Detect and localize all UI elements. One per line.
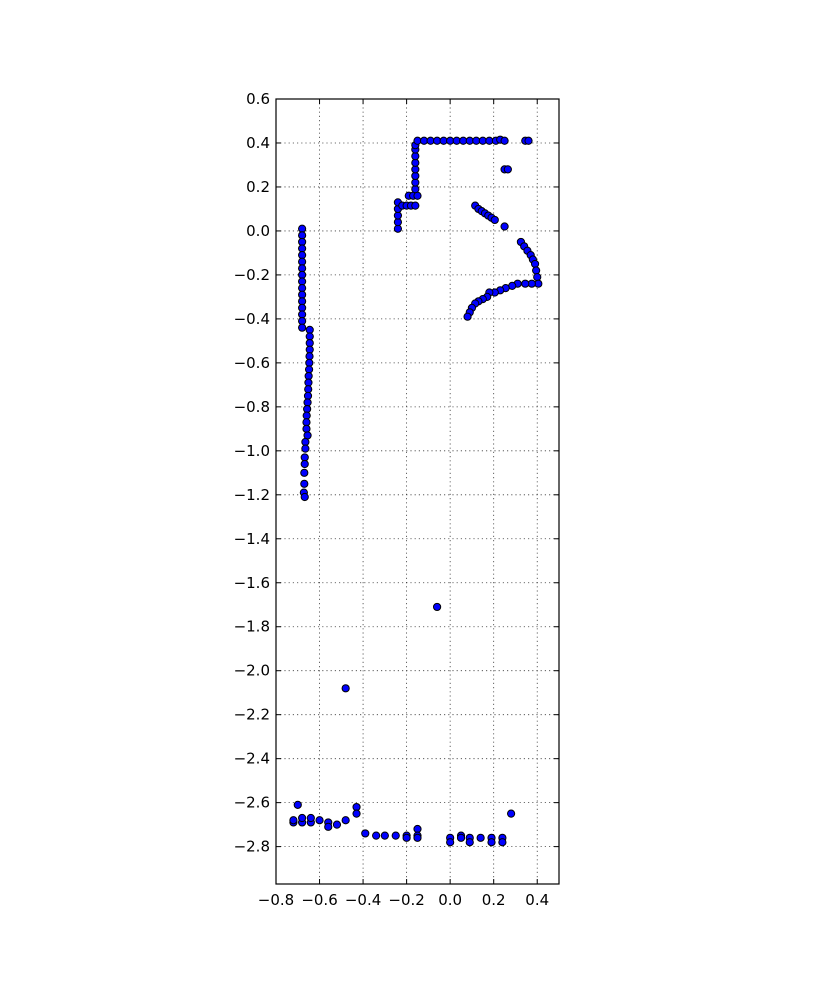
x-tick-label: −0.2 — [388, 891, 424, 909]
plot-frame — [275, 98, 560, 885]
data-point — [532, 266, 541, 275]
data-point — [289, 816, 298, 825]
data-point — [530, 259, 540, 269]
data-point — [402, 833, 411, 842]
data-point — [524, 136, 533, 145]
y-tick-label: −2.6 — [234, 794, 270, 812]
x-tick-label: −0.4 — [345, 891, 381, 909]
data-point — [293, 800, 302, 809]
data-point — [465, 838, 474, 847]
data-point — [341, 816, 350, 825]
y-tick-label: 0.2 — [246, 178, 270, 196]
data-point — [391, 831, 400, 840]
data-point — [300, 492, 309, 502]
data-point — [300, 468, 309, 477]
data-point — [352, 809, 361, 818]
data-point — [490, 215, 499, 225]
data-point — [476, 833, 485, 842]
y-axis-tick-labels: 0.6 0.4 0.2 0.0 −0.2 −0.4 −0.6 −0.8 −1.0 −1.2 −1.4… — [234, 90, 270, 856]
data-points — [289, 135, 543, 847]
data-point — [298, 813, 307, 823]
data-point — [432, 602, 442, 612]
data-point — [341, 684, 350, 693]
y-tick-label: 0.4 — [246, 134, 270, 152]
data-point — [456, 833, 466, 842]
data-point — [500, 222, 509, 231]
data-point — [413, 833, 422, 842]
data-point — [300, 459, 309, 469]
y-tick-label: −2.0 — [234, 662, 270, 680]
y-tick-label: −1.2 — [234, 486, 270, 504]
y-tick-label: 0.6 — [246, 90, 270, 108]
data-point — [411, 201, 420, 210]
y-tick-label: −0.6 — [234, 354, 270, 372]
y-tick-label: −0.8 — [234, 398, 270, 416]
x-tick-label: 0.2 — [482, 891, 506, 909]
data-point — [507, 809, 516, 818]
x-tick-label: −0.6 — [301, 891, 337, 909]
x-tick-label: 0.0 — [438, 891, 462, 909]
data-point — [306, 813, 315, 823]
data-point — [332, 820, 342, 829]
x-tick-label: 0.4 — [525, 891, 549, 909]
data-point — [324, 822, 333, 831]
axis-ticks — [275, 98, 559, 884]
y-tick-label: −1.0 — [234, 442, 270, 460]
y-tick-label: −0.4 — [234, 310, 270, 328]
x-axis-tick-labels: −0.8 −0.6 −0.4 −0.2 0.0 0.2 0.4 — [258, 891, 549, 909]
data-point — [302, 424, 311, 433]
y-tick-label: 0.0 — [246, 222, 270, 240]
data-point — [521, 279, 530, 288]
data-point — [533, 273, 542, 282]
y-tick-label: −2.4 — [234, 750, 270, 768]
data-point — [463, 312, 472, 321]
data-point — [503, 165, 512, 174]
y-tick-label: −2.2 — [234, 706, 270, 724]
data-point — [315, 816, 324, 825]
x-tick-label: −0.8 — [258, 891, 294, 909]
y-tick-label: −1.8 — [234, 618, 270, 636]
data-point — [372, 831, 381, 840]
data-point — [500, 136, 509, 145]
data-point — [300, 479, 309, 488]
data-point — [380, 831, 389, 840]
data-point — [298, 323, 307, 332]
data-point — [446, 838, 455, 847]
y-tick-label: −2.8 — [234, 838, 270, 856]
y-tick-label: −1.6 — [234, 574, 270, 592]
data-point — [487, 838, 496, 847]
y-tick-label: −0.2 — [234, 266, 270, 284]
y-tick-label: −1.4 — [234, 530, 270, 548]
data-point — [301, 444, 310, 453]
data-point — [498, 838, 507, 847]
data-point — [361, 829, 370, 838]
